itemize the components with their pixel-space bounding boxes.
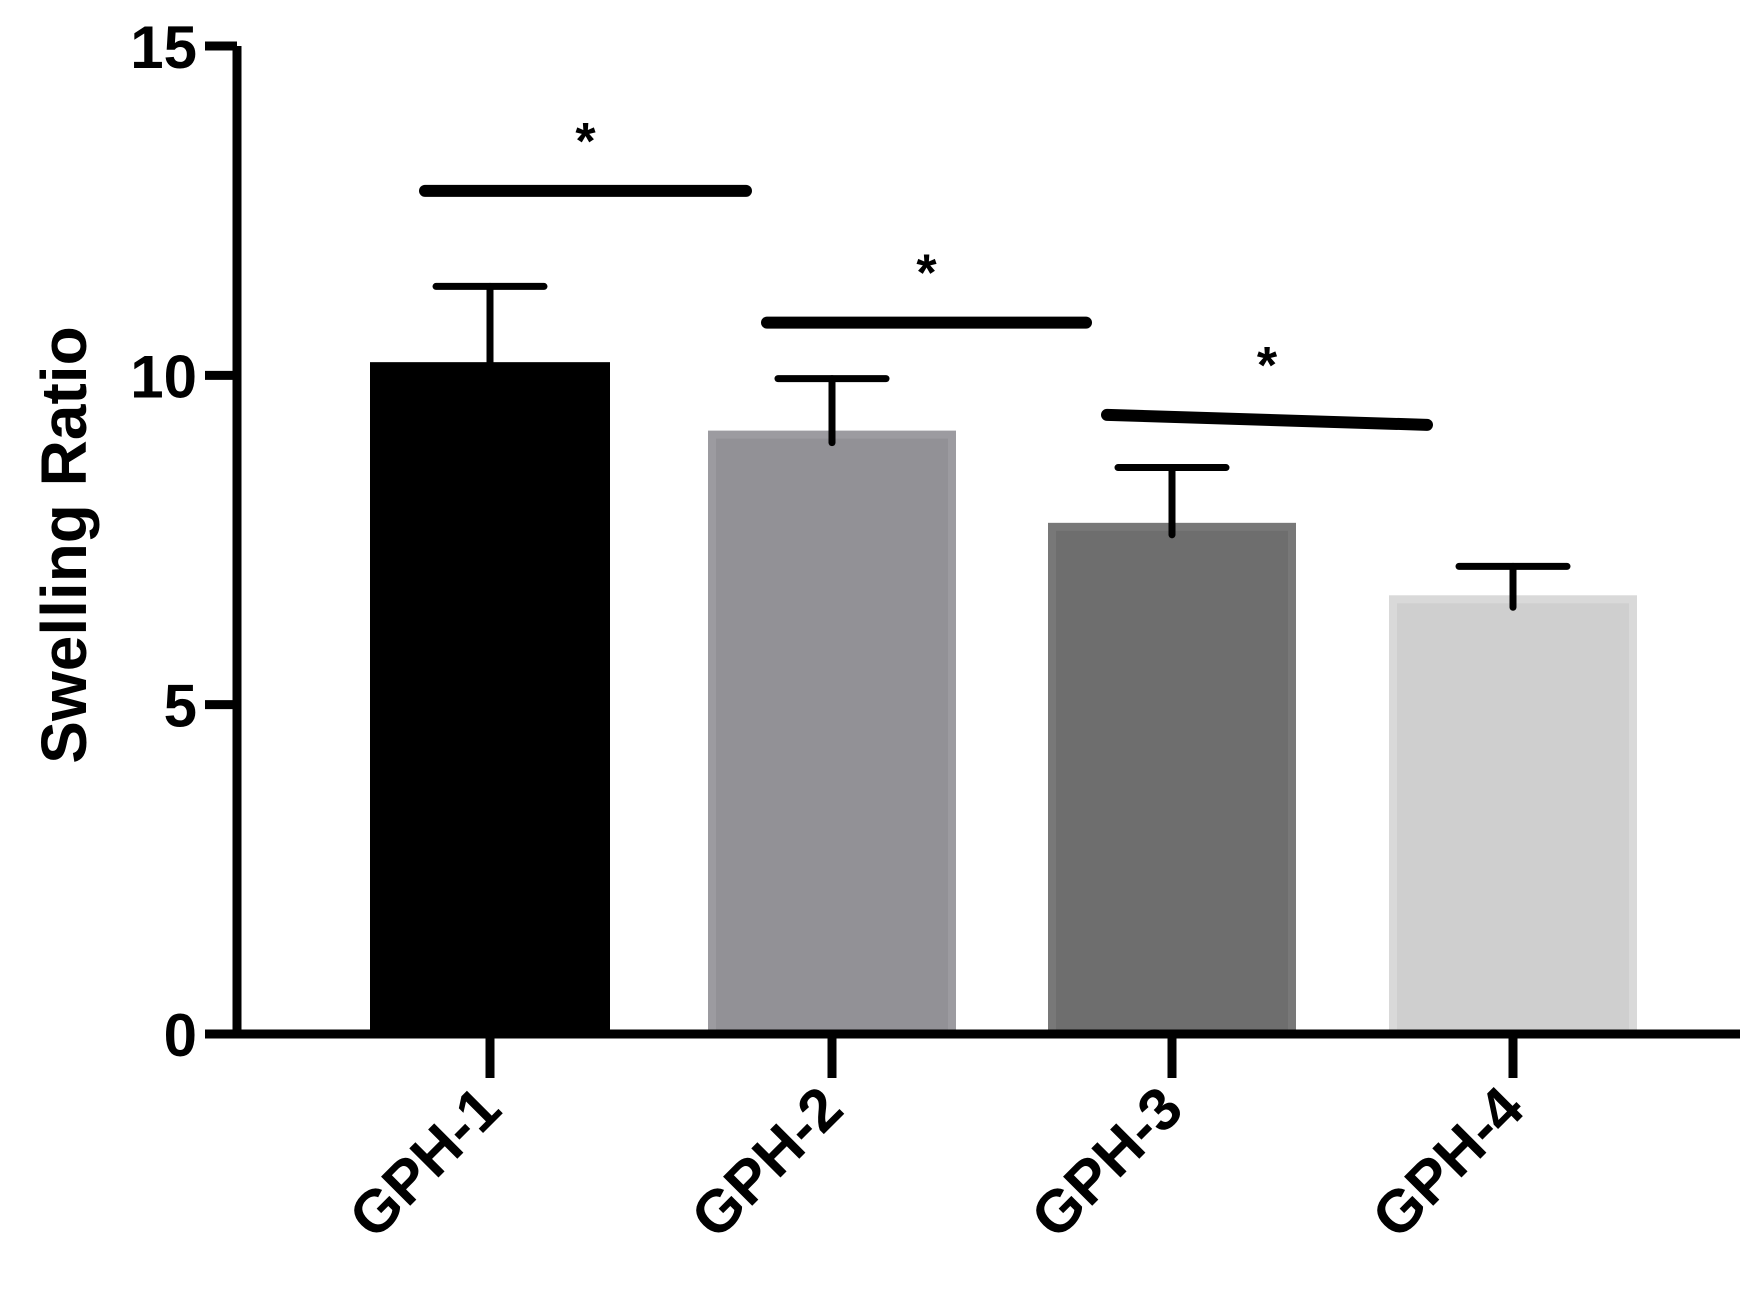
significance-star-3: * (1257, 337, 1278, 395)
x-tick-label-gph-1: GPH-1 (336, 1074, 513, 1251)
y-tick-label-0: 0 (164, 1002, 197, 1069)
y-tick-label-5: 5 (164, 673, 197, 740)
bar-gph-4 (1389, 595, 1637, 1039)
y-tick-label-15: 15 (130, 14, 197, 81)
bars-layer (370, 362, 1637, 1039)
significance-layer: * * * (419, 113, 1433, 431)
x-tick-label-gph-3: GPH-3 (1018, 1074, 1195, 1251)
bar-gph-3 (1048, 522, 1296, 1038)
axes-layer (205, 41, 1740, 1078)
bar-gph-1 (370, 362, 610, 1034)
significance-star-2: * (916, 245, 937, 303)
significance-line-3 (1101, 408, 1433, 431)
significance-star-1: * (575, 113, 596, 171)
error-bars-layer (432, 282, 1571, 611)
y-axis-title: Swelling Ratio (28, 326, 100, 763)
bar-gph-2 (708, 430, 956, 1038)
y-tick-label-10: 10 (130, 343, 197, 410)
x-tick-label-gph-2: GPH-2 (678, 1074, 855, 1251)
x-tick-label-gph-4: GPH-4 (1359, 1073, 1536, 1250)
